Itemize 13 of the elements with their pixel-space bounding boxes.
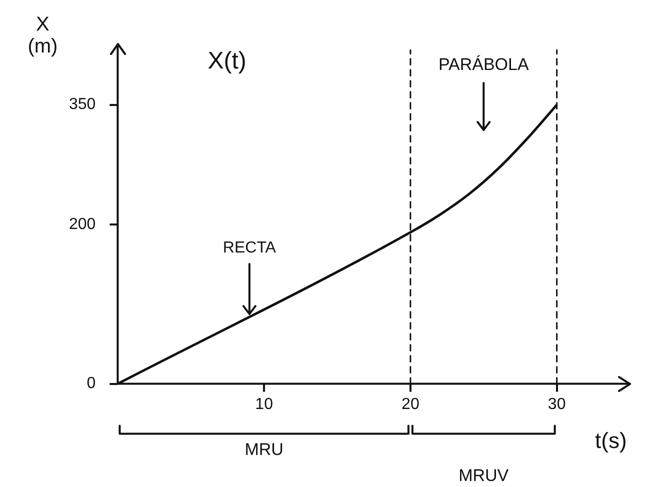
y-axis-title: X (m) xyxy=(28,14,58,58)
y-tick-label: 200 xyxy=(68,216,96,233)
annotation: RECTA xyxy=(222,239,276,256)
annotation: PARÁBOLA xyxy=(438,55,530,74)
x-tick-label: 30 xyxy=(548,396,566,413)
y-tick-label: 350 xyxy=(68,96,96,114)
text: MRUV xyxy=(458,466,510,485)
x-tick-label: 20 xyxy=(402,396,420,413)
chart-title: X(t) xyxy=(208,48,246,75)
y-tick-label: 0 xyxy=(86,375,96,392)
x-axis-title: t(s) xyxy=(595,428,627,453)
x-tick-label: 10 xyxy=(255,396,274,413)
text: MRU xyxy=(244,440,284,459)
